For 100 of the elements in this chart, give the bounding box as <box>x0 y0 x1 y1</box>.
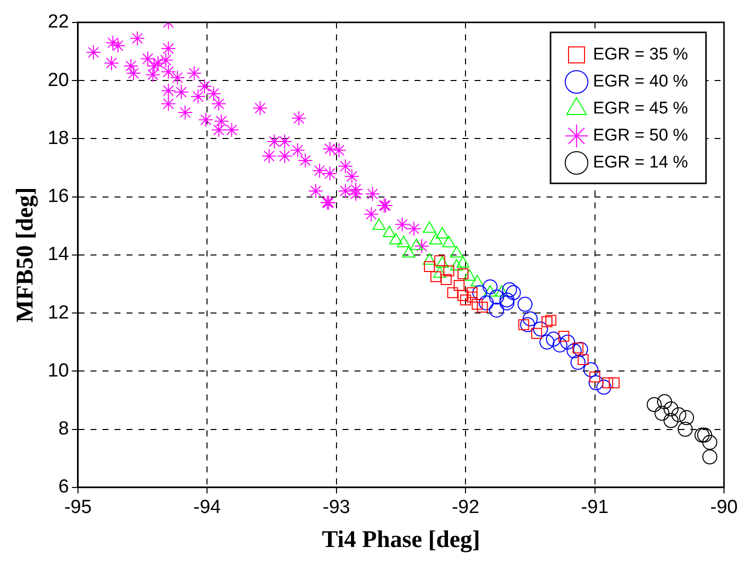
point <box>331 142 346 158</box>
point <box>671 407 686 422</box>
point <box>458 290 468 302</box>
point <box>277 148 292 164</box>
point <box>298 152 313 168</box>
point <box>104 56 120 71</box>
point <box>552 337 568 352</box>
x-tick-label: -94 <box>193 497 222 518</box>
x-tick-label: -93 <box>322 497 350 518</box>
x-axis-title: Ti4 Phase [deg] <box>322 526 480 553</box>
point <box>170 70 185 86</box>
point <box>522 311 538 326</box>
point <box>678 422 693 437</box>
point <box>178 104 193 120</box>
y-tick-label: 10 <box>48 360 69 382</box>
legend-label: EGR = 40 % <box>593 72 688 91</box>
point <box>566 343 582 358</box>
point <box>447 287 458 298</box>
x-tick-label: -92 <box>452 497 480 518</box>
point <box>394 216 410 232</box>
point <box>440 274 452 286</box>
point <box>160 83 176 98</box>
point <box>460 294 472 306</box>
point <box>472 285 488 300</box>
point <box>545 314 556 326</box>
point <box>489 302 504 318</box>
point <box>646 397 662 412</box>
point <box>344 168 360 184</box>
point <box>454 280 465 291</box>
legend-label: EGR = 45 % <box>593 98 688 118</box>
point <box>542 316 552 328</box>
point <box>466 287 478 298</box>
point <box>364 206 379 222</box>
point <box>489 290 504 305</box>
point <box>573 342 588 357</box>
point <box>520 317 536 332</box>
point <box>560 334 576 350</box>
point <box>338 158 353 174</box>
point <box>679 410 694 426</box>
point <box>214 114 229 129</box>
point <box>252 100 268 116</box>
point <box>291 110 306 126</box>
point <box>443 265 454 276</box>
y-tick-label: 18 <box>48 128 69 149</box>
point <box>338 183 353 198</box>
y-tick-label: 22 <box>48 12 69 33</box>
point <box>86 44 101 60</box>
point <box>470 275 484 287</box>
point <box>322 141 338 156</box>
point <box>458 268 468 280</box>
point <box>472 298 483 310</box>
point <box>558 330 570 342</box>
point <box>211 122 226 138</box>
point <box>190 89 206 104</box>
point <box>499 292 514 308</box>
point <box>466 292 478 302</box>
point <box>145 67 160 82</box>
point <box>502 282 518 298</box>
point <box>150 56 166 71</box>
point <box>450 259 464 271</box>
point <box>130 30 145 46</box>
point <box>546 332 561 347</box>
x-tick-label: -95 <box>64 497 92 518</box>
point <box>224 122 240 138</box>
y-axis-title: MFB50 [deg] <box>12 187 39 323</box>
point <box>539 334 554 350</box>
point <box>434 255 446 266</box>
legend-label: EGR = 35 % <box>593 44 688 64</box>
point <box>206 86 222 102</box>
point <box>518 296 533 312</box>
legend-label: EGR = 14 % <box>593 152 688 172</box>
point <box>160 41 176 56</box>
y-tick-label: 12 <box>48 302 69 324</box>
point <box>211 96 226 112</box>
point <box>588 375 604 390</box>
point <box>110 38 126 54</box>
point <box>174 84 189 100</box>
point <box>570 354 586 370</box>
x-tick-label: -91 <box>581 497 609 518</box>
y-tick-label: 20 <box>48 70 69 91</box>
point <box>308 183 324 198</box>
point <box>348 186 364 202</box>
point <box>657 394 672 410</box>
point <box>158 52 174 68</box>
point <box>583 362 598 378</box>
point <box>348 182 364 198</box>
point <box>198 112 214 128</box>
point <box>664 401 679 416</box>
x-tick-label: -90 <box>710 497 738 518</box>
point <box>482 279 498 294</box>
point <box>290 142 306 158</box>
point <box>430 271 442 282</box>
point <box>365 186 380 202</box>
point <box>312 163 328 178</box>
y-tick-label: 6 <box>58 476 69 498</box>
point <box>160 96 176 112</box>
point <box>105 35 120 50</box>
point <box>140 51 156 66</box>
point <box>664 413 679 428</box>
point <box>262 148 277 164</box>
